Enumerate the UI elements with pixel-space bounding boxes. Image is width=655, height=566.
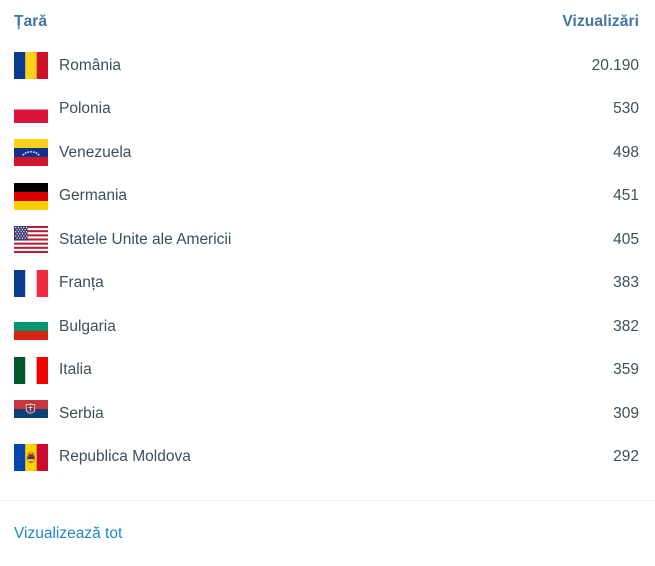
country-label: Serbia [59,404,104,422]
country-label: Germania [59,187,128,205]
flag-us-icon [14,226,48,254]
table-row[interactable]: Serbia 309 [14,392,639,436]
table-body: România 20.190 Polonia 530 [0,44,655,479]
table-row[interactable]: Statele Unite ale Americii 405 [14,218,639,262]
views-value: 405 [613,230,639,248]
views-value: 498 [613,143,639,161]
row-country-cell: Polonia [14,95,613,123]
row-country-cell: România [14,52,592,80]
row-country-cell: Serbia [14,400,613,428]
row-country-cell: Bulgaria [14,313,613,341]
views-value: 292 [613,448,639,466]
table-row[interactable]: Franța 383 [14,262,639,306]
views-value: 383 [613,274,639,292]
row-country-cell: Statele Unite ale Americii [14,226,613,254]
table-row[interactable]: Polonia 530 [14,88,639,132]
flag-rs-icon [14,400,48,428]
table-row[interactable]: Bulgaria 382 [14,305,639,349]
country-label: România [59,56,122,74]
table-row[interactable]: România 20.190 [14,44,639,88]
column-header-views: Vizualizări [562,13,639,30]
flag-bg-icon [14,313,48,341]
country-label: Venezuela [59,143,132,161]
views-value: 20.190 [591,56,639,74]
country-label: Republica Moldova [59,448,191,466]
country-label: Statele Unite ale Americii [59,230,232,248]
table-row[interactable]: Italia 359 [14,349,639,393]
views-value: 451 [613,187,639,205]
flag-it-icon [14,356,48,384]
row-country-cell: Republica Moldova [14,443,613,471]
views-value: 530 [613,100,639,118]
views-value: 382 [613,317,639,335]
row-country-cell: Franța [14,269,613,297]
flag-ve-icon [14,139,48,167]
panel-footer: Vizualizează tot [0,501,655,566]
table-header-row: Țară Vizualizări [0,0,655,44]
views-value: 309 [613,404,639,422]
flag-pl-icon [14,95,48,123]
flag-md-icon [14,443,48,471]
country-label: Italia [59,361,92,379]
flag-ro-icon [14,52,48,80]
flag-de-icon [14,182,48,210]
row-country-cell: Venezuela [14,139,613,167]
flag-fr-icon [14,269,48,297]
column-header-country: Țară [14,13,48,30]
row-country-cell: Italia [14,356,613,384]
table-row[interactable]: Germania 451 [14,175,639,219]
view-all-link[interactable]: Vizualizează tot [14,524,123,542]
country-label: Polonia [59,100,111,118]
footer-divider [0,500,655,501]
row-country-cell: Germania [14,182,613,210]
country-label: Bulgaria [59,317,116,335]
views-value: 359 [613,361,639,379]
country-label: Franța [59,274,104,292]
table-row[interactable]: Republica Moldova 292 [14,436,639,480]
table-row[interactable]: Venezuela 498 [14,131,639,175]
